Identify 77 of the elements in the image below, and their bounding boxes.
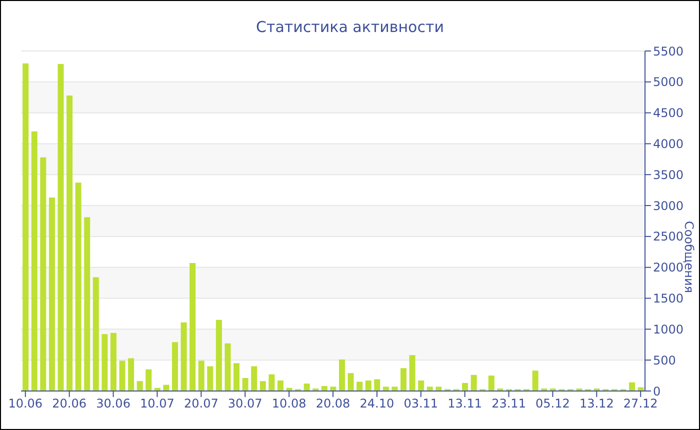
x-tick-label: 20.06 (52, 396, 87, 411)
x-tick-label: 24.10 (360, 396, 394, 411)
bar (224, 343, 231, 391)
chart-title: Статистика активности (256, 18, 444, 36)
x-tick-label: 27.12 (623, 396, 658, 411)
x-tick-label: 30.06 (96, 396, 130, 411)
bar (207, 366, 214, 391)
bar (374, 379, 380, 391)
bar (190, 263, 196, 391)
y-tick-label: 5500 (653, 44, 684, 58)
bar (629, 382, 636, 391)
bar (40, 157, 46, 391)
bar (532, 370, 538, 391)
y-tick-label: 0 (653, 384, 661, 398)
bar (304, 384, 310, 391)
bar (31, 131, 38, 391)
bar (348, 373, 354, 391)
bar (172, 342, 178, 391)
bar (321, 386, 328, 391)
bar (400, 368, 406, 391)
bar (251, 366, 258, 391)
x-tick-label: 20.08 (316, 396, 350, 411)
bar (242, 378, 248, 391)
y-tick-label: 3000 (653, 198, 684, 213)
bar (382, 386, 389, 391)
bar (260, 381, 266, 391)
bar (277, 380, 284, 391)
bar (338, 359, 345, 391)
x-tick-label: 23.11 (492, 396, 526, 411)
bar (268, 374, 275, 391)
bar (488, 376, 494, 391)
y-axis-title: Сообщения (682, 221, 696, 294)
y-tick-label: 4000 (653, 136, 684, 151)
y-tick-label: 2000 (653, 260, 684, 275)
bar (136, 381, 143, 391)
bar (234, 363, 240, 391)
y-tick-label: 5000 (653, 75, 684, 90)
y-tick-label: 3500 (653, 168, 684, 182)
x-tick-label: 30.07 (228, 396, 262, 411)
x-tick-label: 03.11 (404, 396, 438, 411)
bar (180, 322, 187, 391)
bar (409, 355, 416, 391)
y-tick-label: 1000 (653, 322, 684, 336)
bar (418, 380, 424, 391)
bar (66, 96, 73, 391)
x-tick-label: 10.08 (272, 396, 306, 411)
bar (462, 382, 468, 391)
y-tick-label: 500 (653, 353, 676, 368)
y-tick-label: 1500 (653, 292, 684, 306)
bar (198, 360, 204, 391)
x-tick-label: 10.06 (8, 396, 43, 411)
bar (216, 320, 222, 391)
x-tick-label: 13.12 (579, 396, 614, 411)
bar (365, 380, 372, 391)
x-tick-label: 10.07 (140, 396, 174, 411)
bar (48, 198, 55, 391)
x-tick-label: 05.12 (536, 396, 570, 411)
bar (146, 369, 152, 391)
bar (128, 358, 134, 391)
y-tick-label: 2500 (653, 230, 684, 244)
bar (470, 374, 477, 391)
bar (330, 386, 336, 391)
x-tick-label: 20.07 (184, 396, 218, 411)
bar (102, 334, 108, 391)
bar (58, 64, 64, 391)
bar (392, 386, 398, 391)
x-tick-label: 13.11 (448, 396, 482, 411)
bar (119, 360, 126, 391)
bar (356, 382, 363, 391)
bar (84, 217, 90, 391)
bar (110, 332, 116, 391)
bar (426, 386, 433, 391)
y-tick-label: 4500 (653, 106, 684, 120)
bar (75, 182, 82, 391)
bar (22, 63, 29, 391)
bar (436, 386, 442, 391)
bar (92, 277, 99, 391)
